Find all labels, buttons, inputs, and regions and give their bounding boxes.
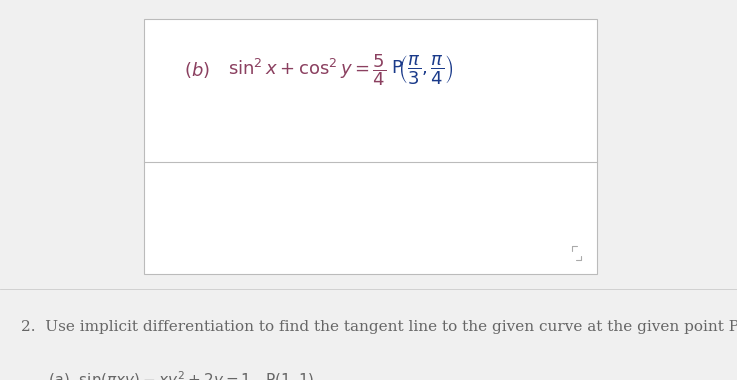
Text: 2.  Use implicit differentiation to find the tangent line to the given curve at : 2. Use implicit differentiation to find … [21,320,737,334]
Text: $\mathrm{P}\!\left(\dfrac{\pi}{3},\dfrac{\pi}{4}\right)$: $\mathrm{P}\!\left(\dfrac{\pi}{3},\dfrac… [391,54,453,86]
Text: $(a)$  $\sin(\pi xy) - xy^2 + 2y = 1 \quad \mathrm{P}(1,1)$: $(a)$ $\sin(\pi xy) - xy^2 + 2y = 1 \qua… [48,369,314,380]
Text: $\sin^2 x + \cos^2 y = \dfrac{5}{4}$: $\sin^2 x + \cos^2 y = \dfrac{5}{4}$ [228,52,387,88]
FancyBboxPatch shape [144,19,597,274]
Text: $(b)$: $(b)$ [184,60,210,80]
